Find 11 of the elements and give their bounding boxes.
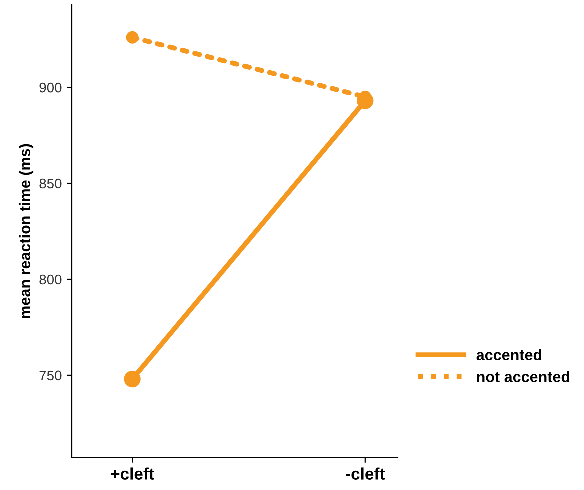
legend-label: not accented	[477, 371, 570, 382]
point	[126, 31, 139, 44]
x-tick-label: -cleft	[346, 468, 386, 480]
y-tick-label: 750	[40, 370, 62, 381]
legend-label: accented	[476, 349, 542, 361]
y-axis-title: mean reaction time (ms)	[19, 144, 34, 318]
y-tick-label: 850	[40, 178, 62, 189]
y-tick-label: 800	[40, 274, 62, 285]
point	[124, 370, 141, 388]
y-tick-label: 900	[40, 82, 62, 93]
x-tick-label: +cleft	[111, 468, 154, 480]
